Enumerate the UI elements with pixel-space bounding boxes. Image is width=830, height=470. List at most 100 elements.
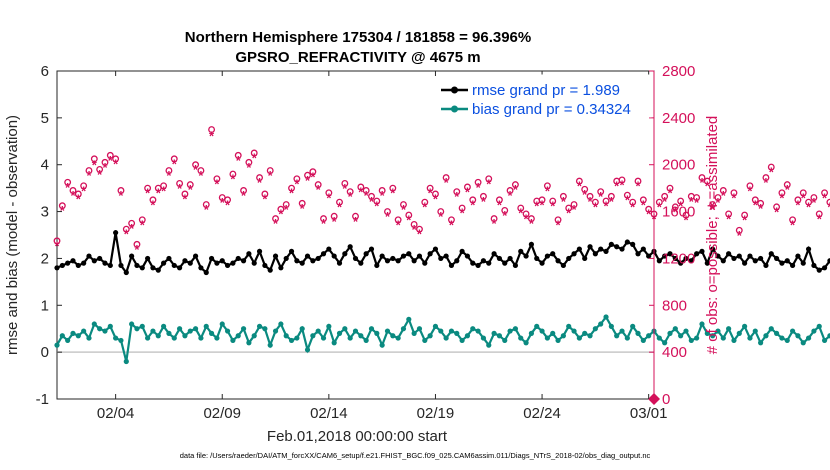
obs-assimilated-point: * (326, 190, 332, 205)
bias-point (731, 337, 737, 344)
bias-point (54, 342, 60, 348)
obs-assimilated-point: * (635, 179, 641, 194)
obs-possible-point (133, 240, 141, 248)
obs-possible-point (229, 170, 237, 178)
rmse-point (496, 255, 503, 262)
obs-possible-point (405, 211, 413, 219)
obs-assimilated-point: * (572, 202, 578, 217)
obs-assimilated-point: * (726, 211, 732, 226)
rmse-point (299, 260, 305, 266)
rmse-point (523, 253, 529, 259)
obs-assimilated-point: * (76, 192, 82, 207)
bias-point (544, 335, 550, 341)
obs-assimilated-point: * (353, 214, 359, 229)
obs-assimilated-point: * (422, 200, 428, 215)
rmse-point (694, 251, 700, 257)
bias-point (171, 335, 177, 341)
obs-assimilated-point: * (609, 194, 615, 209)
obs-assimilated-point: * (433, 192, 439, 207)
bias-series (54, 314, 830, 365)
y-right-tick-label: 2000 (662, 157, 695, 174)
bias-point (75, 333, 81, 339)
obs-possible-point (394, 216, 402, 224)
bias-point (203, 323, 209, 329)
y-axis-right-label: # of obs: o=possible; ∗=assimilated (704, 116, 721, 355)
bias-point (491, 330, 497, 336)
bias-point (427, 333, 433, 339)
obs-possible-point (554, 216, 562, 224)
bias-point (773, 330, 780, 336)
obs-possible-point (117, 187, 125, 194)
obs-possible-point (543, 182, 551, 190)
bias-point (320, 335, 327, 341)
rmse-point (726, 251, 732, 257)
obs-assimilated-point: * (508, 188, 514, 203)
obs-assimilated-point: * (278, 207, 284, 222)
obs-possible-point (96, 165, 104, 173)
obs-possible-point (362, 187, 370, 194)
rmse-point (736, 253, 742, 259)
rmse-point (304, 253, 311, 259)
bias-point (283, 333, 289, 339)
rmse-point (374, 262, 380, 269)
obs-possible-point (138, 216, 146, 224)
legend-bias-marker (451, 105, 458, 113)
obs-assimilated-point: * (428, 186, 434, 201)
bias-point (598, 321, 604, 327)
bias-point (656, 335, 662, 341)
bias-point (400, 326, 407, 332)
obs-possible-point (400, 201, 407, 208)
y-axis-left-label: rmse and bias (model - observation) (4, 115, 21, 355)
rmse-point (395, 258, 401, 264)
obs-possible-point (368, 192, 375, 200)
obs-possible-point (144, 184, 152, 192)
rmse-point (560, 262, 566, 269)
bias-point (710, 333, 716, 339)
rmse-point (747, 253, 753, 259)
bias-point (70, 330, 76, 336)
bias-point (518, 335, 524, 341)
obs-assimilated-point: * (625, 193, 631, 208)
rmse-point (795, 253, 801, 259)
obs-possible-point (666, 184, 674, 192)
obs-possible-point (693, 194, 701, 201)
bias-point (640, 337, 646, 344)
obs-assimilated-point: * (593, 200, 599, 215)
obs-possible-point (378, 187, 386, 194)
bias-point (560, 333, 566, 339)
obs-assimilated-point: * (134, 242, 140, 257)
obs-assimilated-point: * (747, 183, 753, 198)
obs-possible-point (128, 219, 136, 227)
bias-point (576, 335, 582, 341)
obs-assimilated-point: * (97, 167, 103, 182)
rmse-point (379, 253, 385, 259)
obs-possible-point (655, 198, 663, 206)
bias-point (667, 330, 673, 336)
rmse-point (251, 260, 257, 266)
obs-possible-point (757, 199, 765, 207)
obs-possible-point (213, 175, 221, 183)
obs-possible-point (586, 192, 594, 200)
obs-assimilated-point: * (811, 195, 817, 210)
chart-title-line-1: Northern Hemisphere 175304 / 181858 = 96… (185, 29, 531, 46)
bias-point (816, 323, 822, 329)
obs-possible-point (725, 210, 733, 218)
obs-assimilated-point: * (396, 217, 402, 232)
obs-assimilated-point: * (518, 206, 524, 221)
obs-assimilated-point: * (374, 199, 380, 214)
bias-point (736, 330, 742, 336)
obs-possible-point (575, 177, 583, 185)
obs-possible-point (511, 181, 519, 189)
rmse-point (667, 251, 673, 257)
obs-assimilated-point: * (566, 206, 572, 221)
rmse-point (150, 265, 156, 271)
obs-assimilated-point: * (699, 175, 705, 190)
obs-possible-point (618, 176, 626, 184)
obs-assimilated-point: * (118, 188, 124, 203)
bias-point (192, 326, 199, 332)
bias-point (694, 335, 700, 341)
obs-assimilated-point: * (588, 194, 594, 209)
obs-possible-point (373, 197, 381, 205)
obs-assimilated-point: * (694, 195, 700, 210)
obs-possible-point (389, 184, 397, 192)
